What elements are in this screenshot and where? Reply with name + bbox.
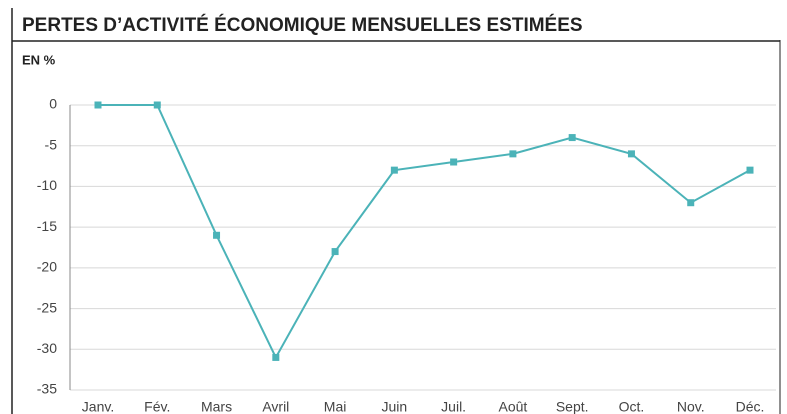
y-tick-label: -10: [37, 177, 57, 193]
x-tick-label: Août: [499, 399, 528, 414]
data-point: [94, 101, 102, 109]
data-point: [213, 231, 221, 239]
x-tick-label: Juin: [382, 399, 408, 414]
x-tick-label: Janv.: [82, 399, 114, 414]
data-point: [627, 150, 635, 158]
data-point: [390, 166, 398, 174]
data-point: [746, 166, 754, 174]
y-tick-label: -20: [37, 259, 57, 275]
y-tick-label: 0: [49, 96, 57, 112]
x-tick-label: Mars: [201, 399, 232, 414]
y-tick-label: -30: [37, 340, 57, 356]
y-tick-label: -5: [45, 136, 58, 152]
x-tick-label: Juil.: [441, 399, 466, 414]
data-point: [509, 150, 517, 158]
data-point: [153, 101, 161, 109]
data-point: [450, 158, 458, 166]
y-tick-label: -35: [37, 381, 57, 397]
y-tick-label: -25: [37, 299, 57, 315]
data-point: [331, 248, 339, 256]
chart-title: PERTES D’ACTIVITÉ ÉCONOMIQUE MENSUELLES …: [22, 14, 583, 36]
x-tick-label: Avril: [262, 399, 289, 414]
data-point: [687, 199, 695, 207]
y-axis-label: EN %: [22, 52, 56, 67]
x-tick-label: Fév.: [144, 399, 170, 414]
x-tick-label: Sept.: [556, 399, 589, 414]
x-tick-label: Déc.: [736, 399, 765, 414]
data-point: [272, 353, 280, 361]
x-tick-label: Nov.: [677, 399, 705, 414]
data-line: [98, 104, 751, 360]
x-tick-label: Mai: [324, 399, 347, 414]
y-tick-label: -15: [37, 218, 57, 234]
x-tick-label: Oct.: [619, 399, 645, 414]
data-point: [568, 134, 576, 142]
